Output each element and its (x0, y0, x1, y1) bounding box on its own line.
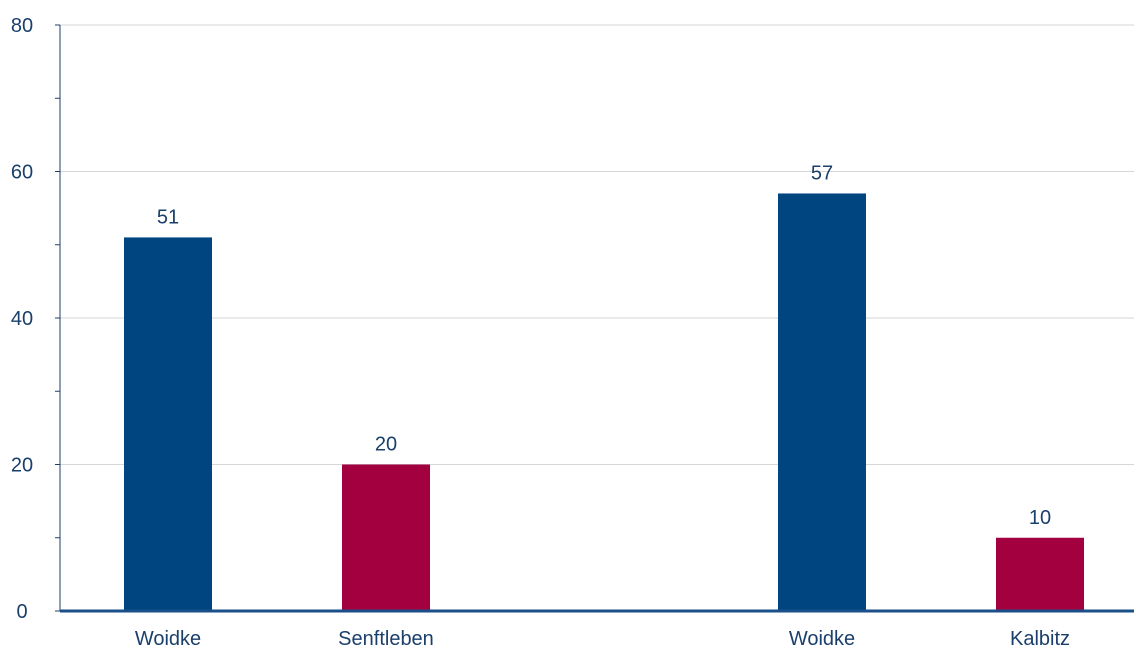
data-label: 51 (157, 206, 179, 228)
y-tick-label: 20 (11, 455, 33, 477)
y-axis: 0 20 40 60 80 (11, 15, 61, 623)
y-tick-label: 80 (11, 15, 33, 37)
bar-senftleben (342, 464, 430, 611)
y-tick-label: 60 (11, 162, 33, 184)
gridlines (60, 24, 1134, 465)
bars (124, 193, 1084, 612)
data-label: 57 (811, 162, 833, 184)
x-category-label: Woidke (135, 628, 201, 650)
labels: 51 Woidke 20 Senftleben 57 Woidke 10 Kalbitz (135, 162, 1070, 650)
data-label: 10 (1029, 507, 1051, 529)
x-category-label: Senftleben (338, 628, 434, 650)
data-label: 20 (375, 434, 397, 456)
y-tick-label: 0 (16, 601, 27, 623)
x-category-label: Kalbitz (1010, 628, 1070, 650)
bar-woidke (778, 193, 866, 611)
y-tick-label: 40 (11, 308, 33, 330)
bar-kalbitz (996, 537, 1084, 611)
bar-woidke (124, 237, 212, 612)
x-category-label: Woidke (789, 628, 855, 650)
